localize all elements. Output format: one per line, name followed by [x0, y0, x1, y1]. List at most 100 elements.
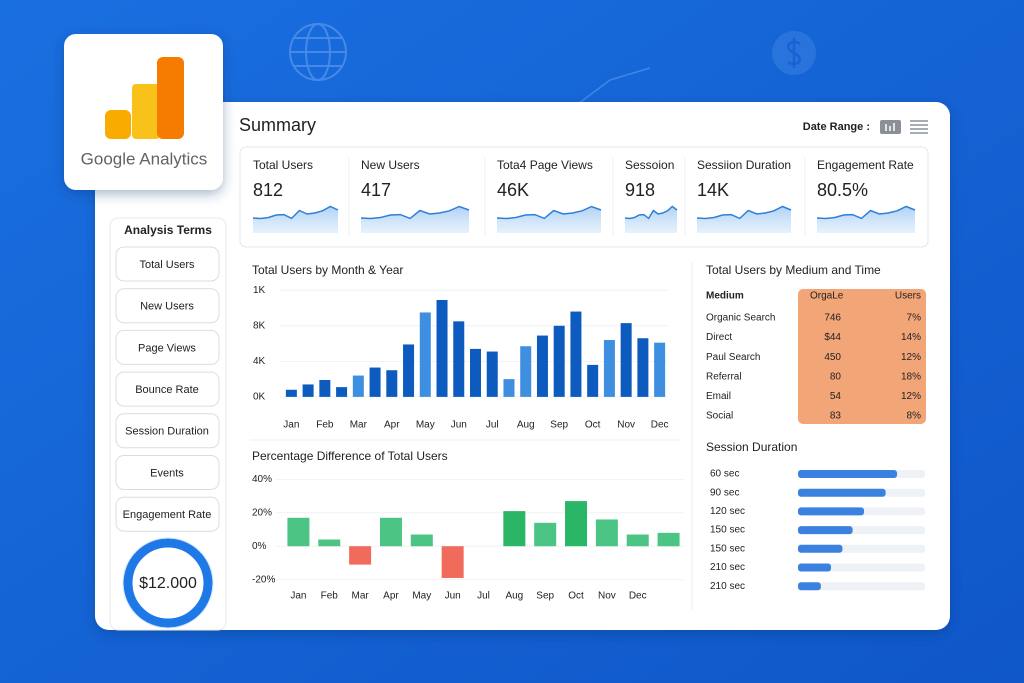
sidebar-item[interactable] [115, 455, 220, 490]
y-tick-label: 210 sec [710, 562, 745, 573]
kpi-label: Tota4 Page Views [497, 158, 593, 172]
bar [657, 532, 680, 547]
logo-shape [157, 57, 184, 139]
donut [123, 538, 213, 628]
bar [620, 323, 632, 397]
bar [534, 522, 557, 547]
y-tick-label: 150 sec [710, 525, 745, 536]
table-cell: Email [706, 391, 731, 402]
logo-text: Google Analytics [81, 149, 208, 168]
table-cell: 8% [907, 411, 922, 422]
kpi-label: Sessiion Duration [697, 158, 791, 172]
bar [287, 517, 310, 547]
y-tick-label: 8K [253, 320, 266, 331]
table-cell: 18% [901, 371, 921, 382]
table-cell: 7% [907, 313, 922, 324]
bar [436, 300, 448, 397]
bar [637, 338, 649, 397]
sidebar-item[interactable] [115, 413, 220, 449]
table-cell: 83 [830, 411, 842, 422]
bar [520, 346, 532, 397]
sidebar-item-label: Events [150, 467, 184, 479]
table-cell: 12% [901, 352, 921, 363]
x-tick-label: Aug [505, 591, 523, 602]
x-tick-label: Nov [598, 591, 616, 602]
sidebar-item-label: Session Duration [125, 426, 209, 438]
y-tick-label: 1K [253, 285, 266, 296]
x-tick-label: Jul [486, 420, 499, 431]
sidebar-item[interactable] [115, 496, 220, 532]
x-tick-label: Oct [568, 591, 584, 602]
bar [798, 526, 853, 535]
bar [379, 517, 402, 547]
y-tick-label: 0K [253, 392, 266, 403]
x-tick-label: Mar [350, 420, 368, 431]
bar [318, 539, 341, 547]
sidebar-item-label: Page Views [138, 342, 196, 354]
bar [536, 335, 548, 397]
x-tick-label: Apr [383, 591, 399, 602]
bar [603, 340, 615, 397]
bar [386, 370, 398, 397]
y-tick-label: 120 sec [710, 506, 745, 517]
y-tick-label: 60 sec [710, 469, 739, 480]
y-tick-label: 90 sec [710, 487, 739, 498]
kpi-label: Sessoion [625, 158, 674, 172]
kpi-label: New Users [361, 158, 420, 172]
kpi-sparkline [496, 205, 602, 220]
sidebar-item[interactable] [115, 246, 220, 282]
bar [453, 321, 465, 397]
bar [349, 546, 372, 565]
chart-title: Percentage Difference of Total Users [252, 449, 448, 463]
donut-label: $12.000 [139, 575, 197, 592]
x-tick-label: Jun [451, 420, 467, 431]
table-cell: 80 [830, 371, 842, 382]
bar-track [798, 582, 925, 591]
bar [587, 364, 599, 397]
logo-shape [132, 84, 160, 139]
bar [654, 342, 666, 397]
sidebar-item[interactable] [115, 329, 220, 365]
y-tick-label: 20% [252, 507, 272, 518]
table-title: Total Users by Medium and Time [706, 263, 881, 277]
bar [319, 380, 331, 397]
kpi-sparkline [252, 205, 339, 220]
kpi-sparkline [624, 205, 678, 220]
bar [486, 351, 498, 397]
chart-title: Total Users by Month & Year [252, 263, 403, 277]
x-tick-label: Dec [629, 591, 647, 602]
bar [336, 387, 348, 397]
date-range: Date Range : [803, 121, 870, 133]
bar [798, 488, 886, 497]
bar [798, 507, 865, 516]
x-tick-label: May [412, 591, 431, 602]
bar [403, 344, 415, 397]
sidebar-item[interactable] [115, 371, 220, 407]
table-cell: Organic Search [706, 313, 775, 324]
sidebar-item[interactable] [115, 288, 220, 324]
table-cell: Social [706, 411, 733, 422]
kpi-sparkline [816, 205, 916, 220]
bar [565, 501, 588, 547]
table-highlight [798, 289, 926, 424]
summary-title: Summary [239, 115, 316, 135]
table-cell: 746 [824, 313, 841, 324]
table-header: Users [895, 291, 921, 302]
bar [302, 384, 314, 397]
kpi-label: Total Users [253, 158, 313, 172]
table-header: OrgaLe [810, 291, 844, 302]
x-tick-label: Dec [651, 420, 669, 431]
x-tick-label: Nov [617, 420, 635, 431]
logo-shape [105, 110, 131, 139]
x-tick-label: Sep [550, 420, 568, 431]
bar [626, 534, 649, 547]
list-view-button[interactable] [910, 120, 928, 134]
table-cell: 450 [824, 352, 841, 363]
bar [798, 563, 832, 572]
chart-view-icon [885, 123, 895, 131]
table-header: Medium [706, 291, 744, 302]
table-cell: Paul Search [706, 352, 760, 363]
x-tick-label: Oct [585, 420, 601, 431]
bar [798, 544, 843, 553]
